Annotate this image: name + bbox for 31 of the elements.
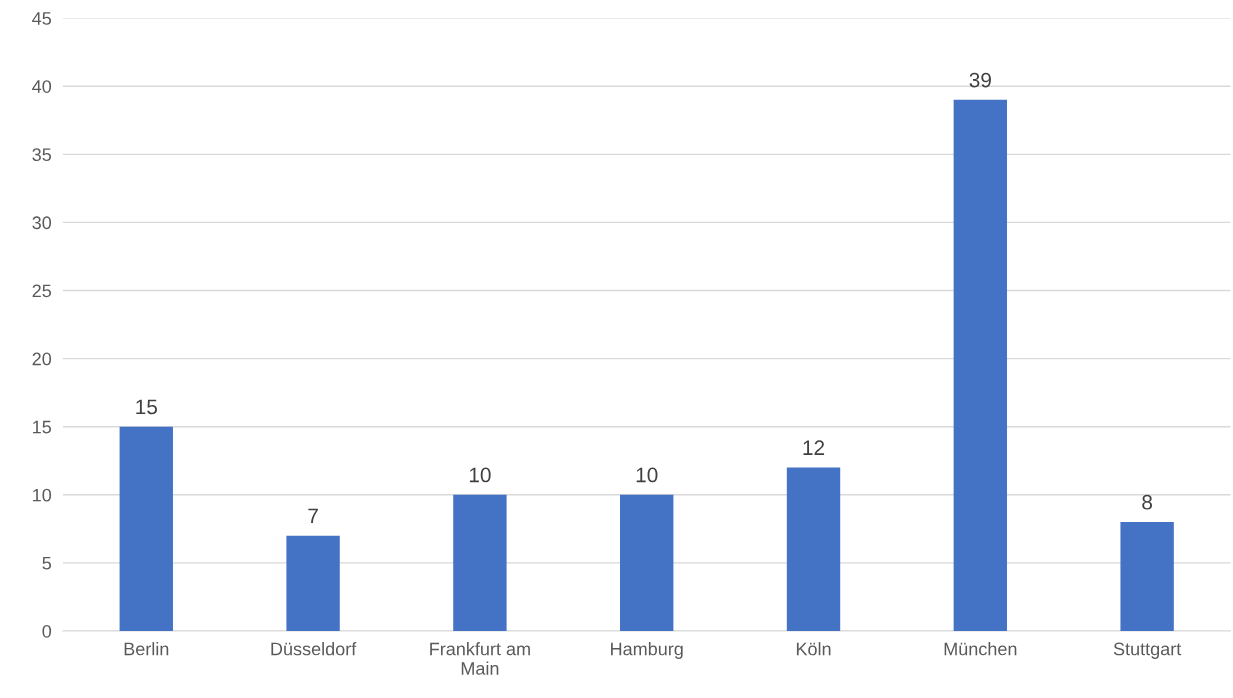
bar	[786, 467, 841, 631]
data-label: 8	[1142, 494, 1153, 510]
y-tick-label: 15	[33, 420, 52, 434]
data-label: 39	[969, 72, 991, 88]
y-tick-label: 45	[32, 12, 52, 25]
y-tick-label: 40	[32, 80, 52, 93]
bar	[119, 426, 173, 631]
bar	[620, 494, 674, 631]
x-tick-label: Köln	[796, 642, 831, 656]
bar	[1120, 522, 1174, 631]
y-tick-label: 35	[32, 148, 52, 162]
x-tick-label: Düsseldorf	[271, 642, 357, 656]
bar	[286, 535, 340, 631]
x-tick-label: München	[944, 642, 1017, 656]
data-label: 15	[136, 399, 157, 415]
y-tick-label: 25	[32, 284, 52, 298]
data-label: 12	[803, 440, 825, 455]
y-tick-label: 30	[32, 216, 52, 230]
y-tick-label: 0	[42, 624, 52, 638]
bar	[953, 99, 1008, 631]
x-tick-label: Hamburg	[611, 642, 683, 659]
data-label: 7	[308, 508, 318, 523]
y-tick-label: 10	[33, 488, 52, 502]
data-label: 10	[636, 467, 658, 483]
x-tick-label: Berlin	[124, 642, 169, 656]
x-tick-label: Stuttgart	[1113, 642, 1182, 659]
y-tick-label: 5	[42, 557, 52, 570]
data-label: 10	[469, 467, 491, 483]
bar	[453, 494, 507, 631]
x-tick-label: Frankfurt am Main	[430, 642, 530, 675]
y-tick-label: 20	[32, 352, 52, 366]
